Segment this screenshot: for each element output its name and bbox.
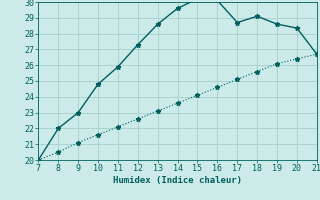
- X-axis label: Humidex (Indice chaleur): Humidex (Indice chaleur): [113, 176, 242, 185]
